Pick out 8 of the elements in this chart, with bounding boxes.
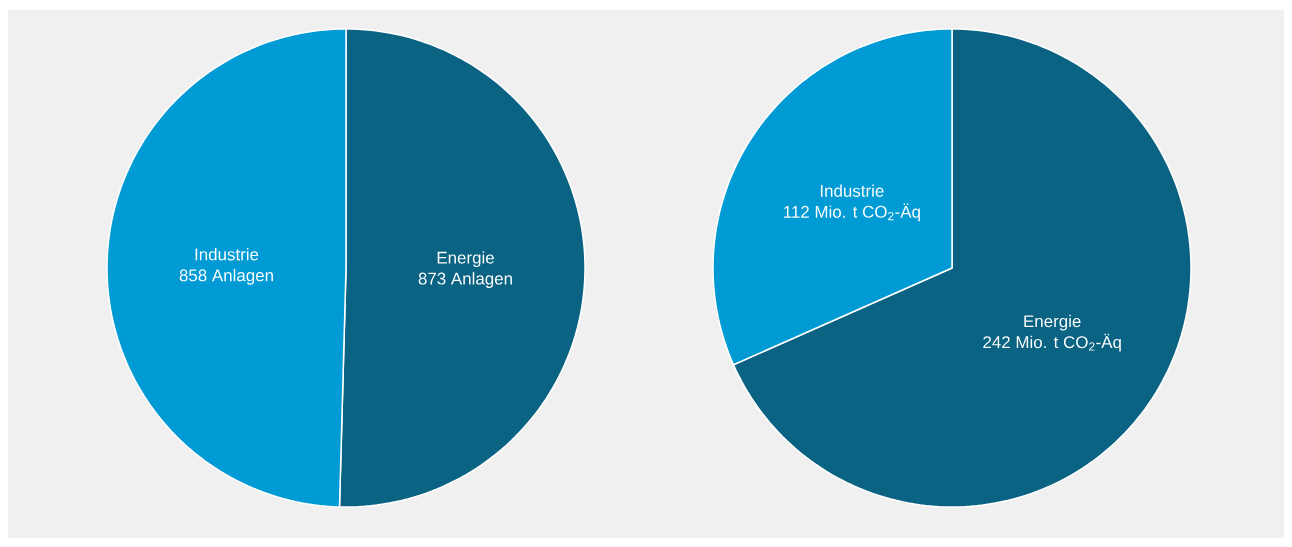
data-label: 873 Anlagen xyxy=(418,272,512,288)
slice-label: Industrie xyxy=(820,184,884,197)
data-label: 858 Anlagen xyxy=(179,268,273,285)
slice-label: Energie xyxy=(437,251,494,268)
slice-label: Industrie xyxy=(195,248,259,261)
data-label: 112 Mio. t CO$_{2}$-Äq xyxy=(784,203,920,222)
slice-label: Energie xyxy=(1024,314,1081,331)
data-label: 242 Mio. t CO$_{2}$-Äq xyxy=(983,333,1121,352)
